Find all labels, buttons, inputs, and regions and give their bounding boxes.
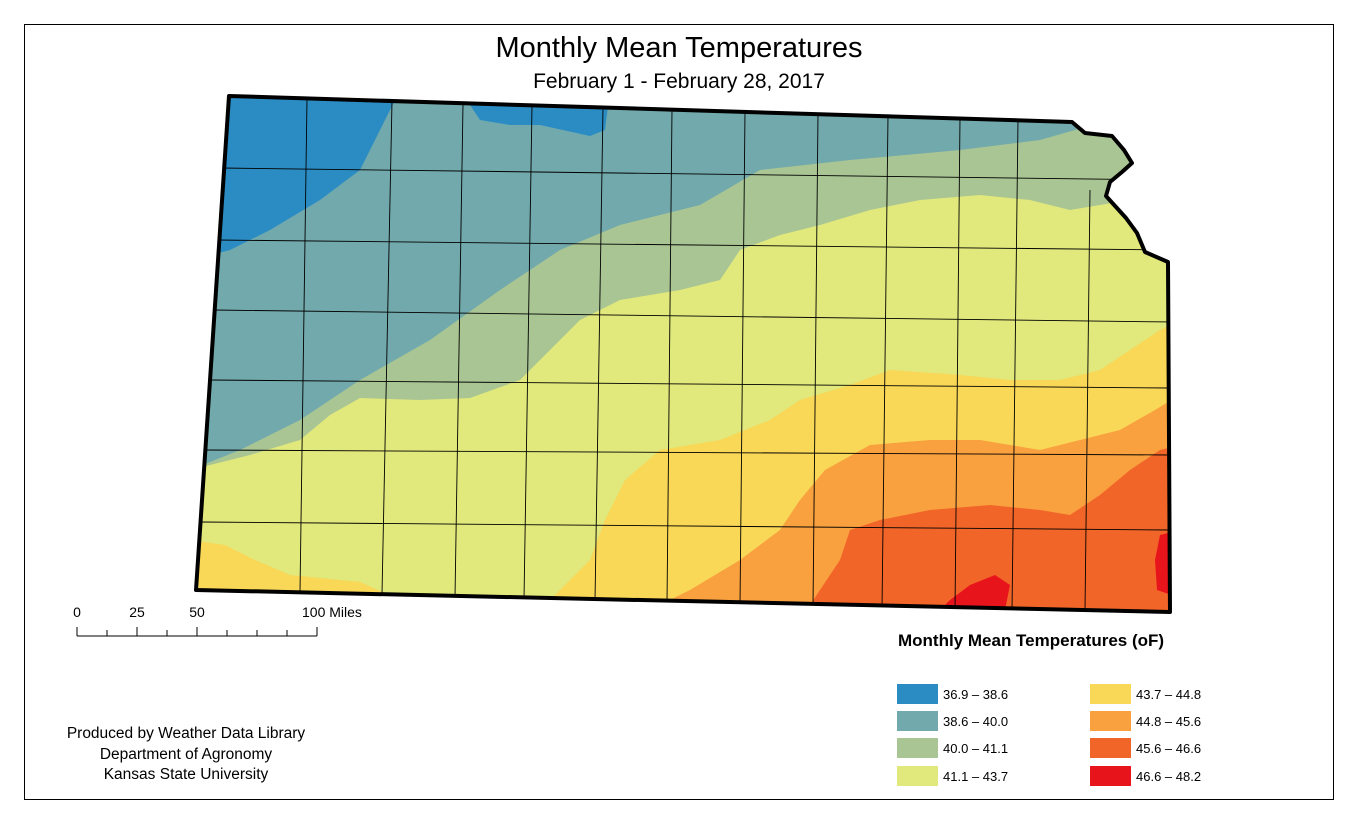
legend-swatch <box>897 738 938 758</box>
legend-swatch <box>1090 766 1131 786</box>
scale-bar <box>76 627 318 637</box>
legend-item: 36.9 – 38.6 <box>897 684 1008 704</box>
legend-label: 40.0 – 41.1 <box>943 740 1009 756</box>
legend-item: 43.7 – 44.8 <box>1090 684 1201 704</box>
legend-title: Monthly Mean Temperatures (oF) <box>898 631 1165 650</box>
zone-46-6-48-2-se <box>1155 530 1170 598</box>
scale-label-100-miles: 100 Miles <box>302 604 362 620</box>
legend-label: 45.6 – 46.6 <box>1136 740 1202 756</box>
legend-swatch <box>897 711 938 731</box>
legend-item: 40.0 – 41.1 <box>897 738 1008 758</box>
scale-label-50: 50 <box>189 604 205 620</box>
scale-label-0: 0 <box>73 604 81 620</box>
legend-label: 46.6 – 48.2 <box>1136 768 1202 784</box>
legend-swatch <box>1090 684 1131 704</box>
scale-bar-labels: 0 25 50 100 Miles <box>60 604 400 654</box>
legend-swatch <box>1090 738 1131 758</box>
legend-item: 38.6 – 40.0 <box>897 711 1008 731</box>
map-title: Monthly Mean Temperatures <box>495 32 863 64</box>
legend-label: 36.9 – 38.6 <box>943 686 1009 702</box>
credits: Produced by Weather Data Library Departm… <box>30 724 342 786</box>
scale-label-25: 25 <box>129 604 145 620</box>
kansas-state-border <box>194 94 1172 614</box>
zone-43-7-44-8-sw <box>196 540 400 600</box>
legend-label: 38.6 – 40.0 <box>943 713 1009 729</box>
legend-item: 45.6 – 46.6 <box>1090 738 1201 758</box>
credit-line: Kansas State University <box>103 766 269 783</box>
legend-label: 44.8 – 45.6 <box>1136 713 1202 729</box>
map-subtitle: February 1 - February 28, 2017 <box>533 70 825 93</box>
credit-line: Department of Agronomy <box>99 745 273 763</box>
credit-line: Produced by Weather Data Library <box>66 725 306 742</box>
legend-item: 44.8 – 45.6 <box>1090 711 1201 731</box>
legend-label: 43.7 – 44.8 <box>1136 686 1202 702</box>
legend-swatch <box>1090 711 1131 731</box>
legend-swatch <box>897 766 938 786</box>
legend-item: 41.1 – 43.7 <box>897 766 1008 786</box>
legend-label: 41.1 – 43.7 <box>943 768 1009 784</box>
legend-item: 46.6 – 48.2 <box>1090 766 1201 786</box>
legend-swatch <box>897 684 938 704</box>
zone-36-9-38-6-west <box>196 96 400 260</box>
county-boundaries <box>201 98 1170 612</box>
